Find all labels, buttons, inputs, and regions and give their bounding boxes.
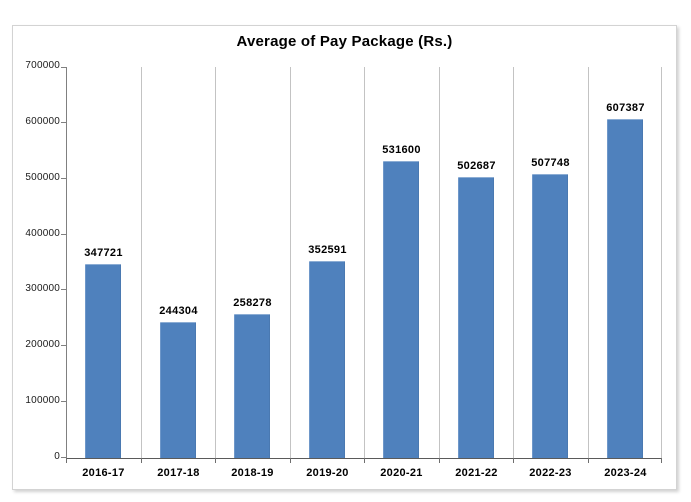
bar-value-label: 352591	[308, 244, 347, 256]
bar-2021-22	[458, 177, 494, 458]
y-axis-tick-label: 0	[54, 451, 60, 462]
y-axis-tick-label: 500000	[25, 172, 60, 183]
x-category-label: 2017-18	[157, 467, 200, 479]
x-axis-tick	[141, 458, 142, 463]
bar-value-label: 507748	[531, 157, 570, 169]
x-axis-tick	[66, 458, 67, 463]
x-axis-tick	[290, 458, 291, 463]
bar-value-label: 502687	[457, 160, 496, 172]
y-axis-tick	[61, 178, 66, 179]
y-axis-tick	[61, 289, 66, 290]
y-axis-tick-label: 100000	[25, 395, 60, 406]
bar-value-label: 347721	[84, 247, 123, 259]
chart-frame: Average of Pay Package (Rs.) 0 100000 2000…	[12, 25, 677, 490]
bar-2017-18	[160, 322, 196, 458]
x-axis-tick	[661, 458, 662, 463]
vertical-gridline	[364, 67, 365, 458]
x-axis-tick	[439, 458, 440, 463]
bar-value-label: 244304	[159, 305, 198, 317]
x-axis-tick	[215, 458, 216, 463]
bar-2022-23	[532, 174, 568, 458]
x-category-label: 2023-24	[604, 467, 647, 479]
vertical-gridline	[588, 67, 589, 458]
x-axis-tick	[513, 458, 514, 463]
x-category-label: 2020-21	[380, 467, 423, 479]
x-category-label: 2022-23	[529, 467, 572, 479]
vertical-gridline	[215, 67, 216, 458]
x-category-label: 2016-17	[82, 467, 125, 479]
vertical-gridline	[290, 67, 291, 458]
x-category-label: 2019-20	[306, 467, 349, 479]
y-axis-tick	[61, 401, 66, 402]
y-axis-tick	[61, 122, 66, 123]
y-axis-tick-label: 600000	[25, 116, 60, 127]
vertical-gridline	[661, 67, 662, 458]
bar-value-label: 258278	[233, 297, 272, 309]
bar-value-label: 531600	[382, 144, 421, 156]
y-axis-line	[66, 67, 67, 458]
vertical-gridline	[141, 67, 142, 458]
vertical-gridline	[439, 67, 440, 458]
y-axis-tick	[61, 457, 66, 458]
y-axis-tick	[61, 345, 66, 346]
bar-2019-20	[309, 261, 345, 458]
bar-2016-17	[85, 264, 121, 458]
y-axis-tick-label: 700000	[25, 60, 60, 71]
chart-title: Average of Pay Package (Rs.)	[236, 33, 453, 50]
x-category-label: 2021-22	[455, 467, 498, 479]
vertical-gridline	[513, 67, 514, 458]
bar-2023-24	[607, 119, 643, 458]
x-axis-tick	[364, 458, 365, 463]
x-category-label: 2018-19	[231, 467, 274, 479]
y-axis-tick-label: 400000	[25, 228, 60, 239]
y-axis-tick-label: 200000	[25, 339, 60, 350]
bar-2020-21	[383, 161, 419, 458]
y-axis-tick-label: 300000	[25, 283, 60, 294]
bar-2018-19	[234, 314, 270, 458]
plot-area: 0 100000 200000 300000 400000 500000 600000 700…	[25, 60, 662, 479]
bar-value-label: 607387	[606, 102, 645, 114]
x-axis-tick	[588, 458, 589, 463]
y-axis-tick	[61, 67, 66, 68]
y-axis-tick	[61, 234, 66, 235]
